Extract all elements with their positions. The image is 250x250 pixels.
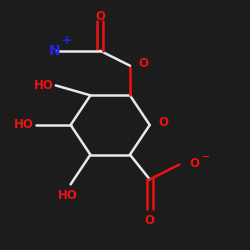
Text: O: O bbox=[158, 116, 168, 129]
Text: HO: HO bbox=[58, 189, 78, 202]
Text: O: O bbox=[138, 57, 148, 70]
Text: +: + bbox=[62, 34, 72, 48]
Text: O: O bbox=[95, 10, 105, 23]
Text: HO: HO bbox=[14, 118, 34, 132]
Text: O: O bbox=[145, 214, 155, 227]
Text: O: O bbox=[189, 157, 199, 170]
Text: N: N bbox=[49, 44, 60, 58]
Text: HO: HO bbox=[34, 79, 53, 92]
Text: −: − bbox=[202, 152, 210, 162]
